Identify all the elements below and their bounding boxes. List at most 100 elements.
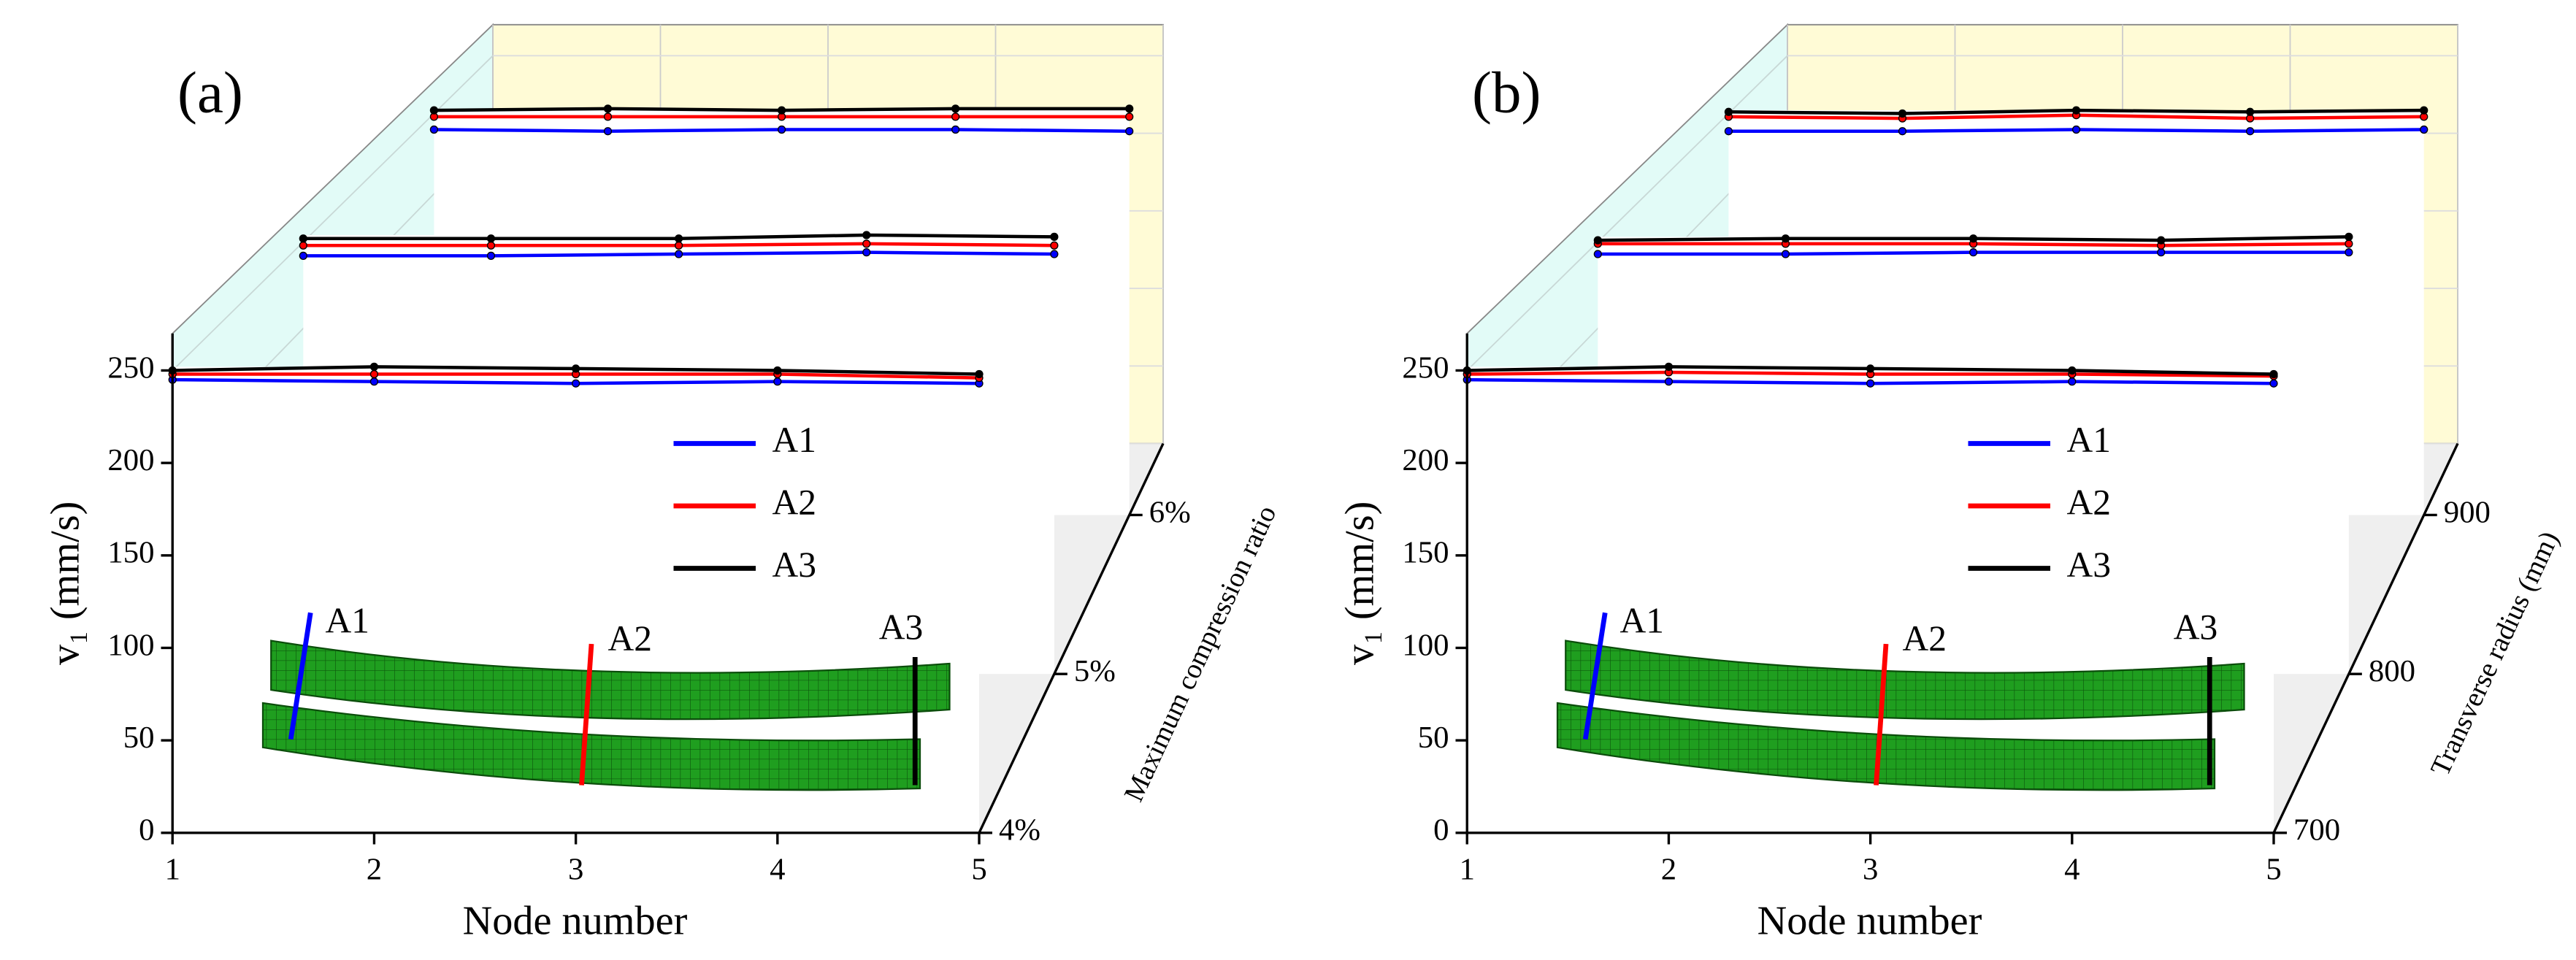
x-tick-label: 4 xyxy=(2064,853,2079,887)
marker xyxy=(2157,236,2166,245)
marker xyxy=(777,125,786,134)
marker xyxy=(2420,106,2429,115)
inset-label: A1 xyxy=(326,600,370,640)
marker xyxy=(429,125,439,134)
inset-label: A2 xyxy=(1903,618,1947,658)
marker xyxy=(2246,107,2255,116)
marker xyxy=(2068,366,2077,375)
marker xyxy=(486,234,496,243)
y-tick-label: 100 xyxy=(107,628,154,662)
grid-line xyxy=(1466,55,1788,372)
marker xyxy=(1866,364,1875,373)
marker xyxy=(2071,106,2081,115)
marker xyxy=(1050,241,1059,250)
legend-label: A3 xyxy=(773,545,817,585)
marker xyxy=(951,125,960,134)
legend-label: A2 xyxy=(773,482,817,522)
marker xyxy=(2157,248,2166,257)
inset: A1 A2 A3 xyxy=(1556,600,2245,791)
pipe xyxy=(1565,640,2245,721)
grid-line xyxy=(172,55,494,372)
panel-label: (a) xyxy=(177,60,243,126)
panel: 0 50 100 150 200 250 1 2 3 4 5 4% 5% 6%Maximum compre… xyxy=(42,23,1283,944)
x-tick-label: 4 xyxy=(770,853,785,887)
inset: A1 A2 A3 xyxy=(261,600,951,791)
marker xyxy=(369,369,379,379)
marker xyxy=(486,241,496,250)
y-tick-label: 200 xyxy=(1402,443,1449,477)
y-axis-title: v₁ (mm/s) xyxy=(1337,502,1382,665)
z-axis-title: Maximum compression ratio xyxy=(1119,501,1283,806)
marker xyxy=(1593,250,1602,258)
marker xyxy=(1050,232,1059,242)
marker xyxy=(2345,239,2353,248)
marker xyxy=(1866,379,1875,388)
x-tick-label: 2 xyxy=(1661,853,1676,887)
marker xyxy=(1969,234,1978,243)
marker xyxy=(2246,127,2255,136)
z-tick-label: 900 xyxy=(2444,495,2491,529)
legend-label: A1 xyxy=(2067,420,2112,460)
y-tick-label: 150 xyxy=(107,536,154,570)
y-tick-label: 250 xyxy=(107,350,154,385)
marker xyxy=(951,112,960,121)
marker xyxy=(674,241,683,250)
marker xyxy=(1724,127,1733,136)
marker xyxy=(975,369,984,379)
marker xyxy=(1664,362,1674,372)
z-axis-title: Transverse radius (mm) xyxy=(2425,526,2565,780)
y-tick-label: 100 xyxy=(1402,628,1449,662)
section-line xyxy=(1874,643,1889,786)
marker xyxy=(2345,232,2353,242)
x-tick-label: 3 xyxy=(1863,853,1878,887)
pipe xyxy=(261,702,921,791)
marker xyxy=(862,239,871,248)
marker xyxy=(773,377,782,386)
y-tick-label: 50 xyxy=(123,721,155,755)
section-line xyxy=(579,643,594,786)
x-tick-label: 2 xyxy=(367,853,382,887)
z-axis xyxy=(978,442,1165,834)
marker xyxy=(571,364,580,373)
marker xyxy=(1125,104,1134,113)
x-tick-label: 3 xyxy=(568,853,583,887)
legend-label: A3 xyxy=(2067,545,2112,585)
inset-label: A3 xyxy=(2174,607,2218,647)
marker xyxy=(299,234,307,243)
y-tick-label: 50 xyxy=(1418,721,1449,755)
marker xyxy=(2071,125,2081,134)
marker xyxy=(603,112,613,121)
z-tick-label: 6% xyxy=(1149,495,1191,529)
marker xyxy=(299,251,307,261)
panel-label: (b) xyxy=(1472,60,1541,126)
panel: 0 50 100 150 200 250 1 2 3 4 5 700 800 900Transverse … xyxy=(1337,23,2565,944)
marker xyxy=(2420,125,2429,134)
marker xyxy=(862,248,871,257)
marker xyxy=(603,127,613,136)
marker xyxy=(1125,112,1134,121)
y-tick-label: 0 xyxy=(1433,813,1449,848)
marker xyxy=(486,251,496,261)
x-tick-label: 5 xyxy=(971,853,986,887)
marker xyxy=(2068,377,2077,386)
marker xyxy=(1593,236,1602,245)
z-tick-label: 5% xyxy=(1074,654,1116,688)
marker xyxy=(777,106,786,115)
marker xyxy=(1724,107,1733,116)
marker xyxy=(1898,127,1907,136)
y-tick-label: 150 xyxy=(1402,536,1449,570)
y-tick-label: 250 xyxy=(1402,350,1449,385)
marker xyxy=(1898,109,1907,118)
marker xyxy=(951,104,960,113)
inset-label: A2 xyxy=(608,618,653,658)
x-axis-title: Node number xyxy=(1757,899,1982,944)
marker xyxy=(674,234,683,243)
marker xyxy=(2269,369,2278,379)
inset-label: A1 xyxy=(1620,600,1665,640)
section-line xyxy=(1582,612,1608,740)
y-axis-title: v₁ (mm/s) xyxy=(42,502,88,665)
legend-label: A1 xyxy=(773,420,817,460)
pipe xyxy=(1556,702,2216,791)
pipe xyxy=(270,640,951,721)
